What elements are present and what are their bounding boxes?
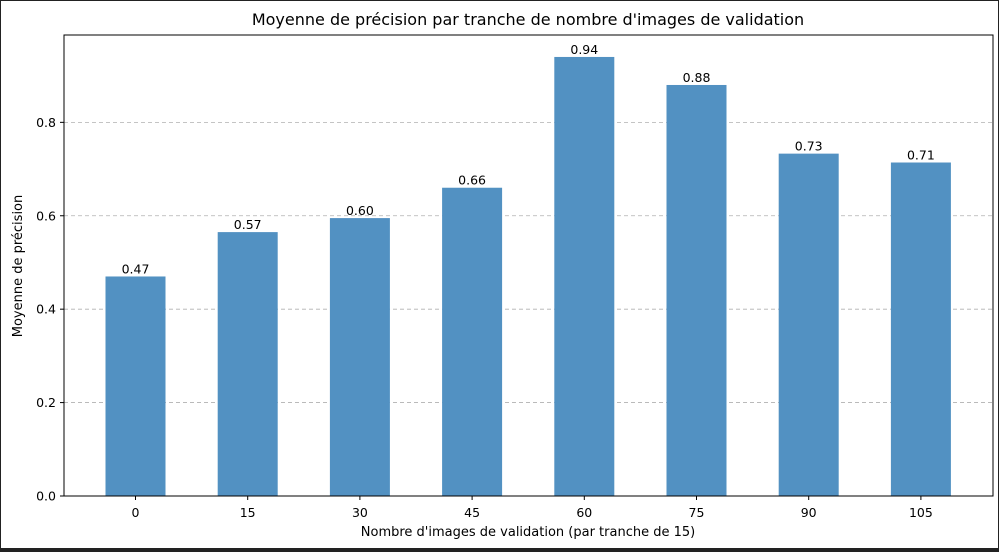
x-tick-label: 90 bbox=[801, 505, 817, 520]
x-tick-label: 30 bbox=[352, 505, 368, 520]
bar bbox=[105, 276, 166, 496]
bar bbox=[554, 56, 615, 496]
bar bbox=[666, 84, 727, 497]
bar-value-label: 0.57 bbox=[234, 217, 262, 232]
bar bbox=[890, 162, 951, 497]
x-axis-label: Nombre d'images de validation (par tranc… bbox=[361, 525, 695, 540]
x-tick-label: 60 bbox=[576, 505, 592, 520]
y-axis-label: Moyenne de précision bbox=[11, 195, 26, 338]
x-tick-label: 45 bbox=[464, 505, 480, 520]
y-ticks: 0.0 0.2 0.4 0.6 0.8 bbox=[36, 115, 64, 504]
y-tick-label: 0.0 bbox=[36, 489, 56, 504]
bar-value-label: 0.60 bbox=[346, 203, 374, 218]
bar-value-label: 0.88 bbox=[683, 70, 711, 85]
plot-frame bbox=[63, 34, 994, 497]
gridlines bbox=[64, 121, 993, 403]
x-tick-label: 15 bbox=[240, 505, 256, 520]
bars bbox=[105, 56, 951, 497]
bar-value-labels: 0.47 0.57 0.60 0.66 0.94 0.88 0.73 0.71 bbox=[122, 42, 935, 277]
x-tick-label: 0 bbox=[132, 505, 140, 520]
bar-value-label: 0.47 bbox=[122, 261, 150, 276]
bar bbox=[442, 187, 503, 496]
bar-value-label: 0.71 bbox=[907, 148, 935, 163]
y-tick-label: 0.6 bbox=[36, 208, 56, 223]
x-tick-label: 75 bbox=[689, 505, 705, 520]
x-tick-label: 105 bbox=[909, 505, 933, 520]
bar bbox=[329, 218, 390, 496]
y-tick-label: 0.2 bbox=[36, 395, 56, 410]
bar-value-label: 0.66 bbox=[458, 173, 486, 188]
y-tick-label: 0.8 bbox=[36, 115, 56, 130]
y-tick-label: 0.4 bbox=[36, 302, 56, 317]
x-ticks: 0 15 30 45 60 75 90 105 bbox=[132, 496, 933, 520]
bar bbox=[217, 232, 278, 496]
bar bbox=[778, 153, 839, 496]
chart-title: Moyenne de précision par tranche de nomb… bbox=[252, 10, 804, 29]
bar-value-label: 0.73 bbox=[795, 139, 823, 154]
bar-value-label: 0.94 bbox=[570, 42, 598, 57]
